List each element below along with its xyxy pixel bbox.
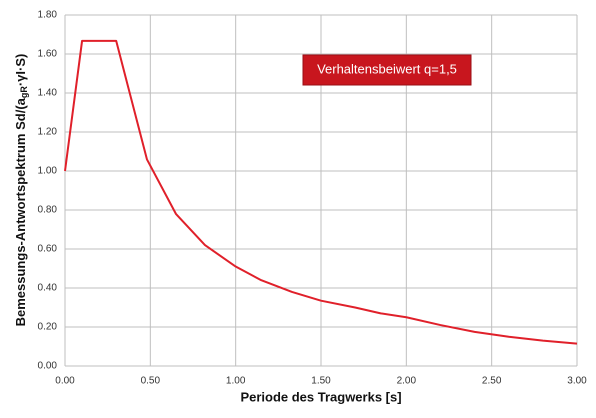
y-tick-label: 0.20 — [38, 322, 58, 333]
y-axis-label: Bemessungs-Antwortspektrum Sd/(agR·γI·S) — [13, 54, 29, 327]
x-tick-label: 1.50 — [311, 376, 331, 387]
y-axis-label-part: Bemessungs-Antwortspektrum Sd/(a — [13, 97, 28, 326]
y-tick-label: 0.80 — [38, 205, 58, 216]
y-tick-label: 0.40 — [38, 283, 58, 294]
x-tick-label: 2.00 — [397, 376, 417, 387]
y-tick-label: 0.00 — [38, 361, 58, 372]
y-tick-label: 1.80 — [38, 10, 58, 21]
x-tick-label: 1.00 — [226, 376, 246, 387]
y-tick-label: 0.60 — [38, 244, 58, 255]
x-tick-label: 0.00 — [55, 376, 75, 387]
x-tick-label: 0.50 — [141, 376, 161, 387]
x-axis-label: Periode des Tragwerks [s] — [240, 389, 401, 404]
y-tick-label: 1.20 — [38, 127, 58, 138]
y-tick-label: 1.40 — [38, 88, 58, 99]
x-tick-label: 2.50 — [482, 376, 502, 387]
y-tick-label: 1.00 — [38, 166, 58, 177]
annotation: Verhaltensbeiwert q=1,5 — [317, 61, 457, 76]
y-tick-label: 1.60 — [38, 49, 58, 60]
annotation-box — [302, 54, 472, 86]
data-line — [64, 39, 578, 345]
y-axis-label-sub: gR — [19, 86, 29, 98]
y-axis-label-part: ·γI·S) — [13, 54, 28, 87]
x-tick-label: 3.00 — [567, 376, 587, 387]
